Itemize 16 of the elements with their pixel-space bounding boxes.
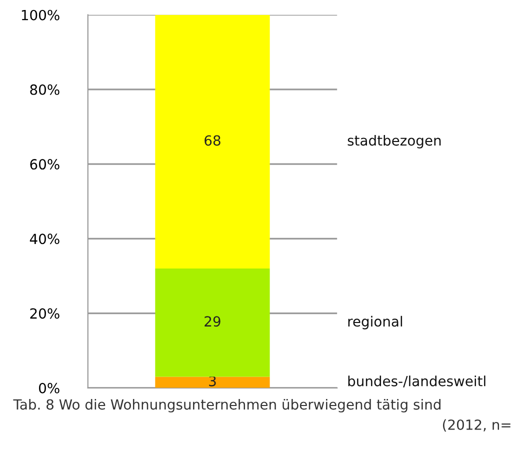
y-tick-label: 60% (30, 159, 60, 170)
data-label: 29 (204, 316, 220, 327)
y-tick-label: 40% (30, 234, 60, 244)
text: bundes-/landesweitl (348, 376, 486, 388)
text: regional (348, 316, 402, 330)
y-tick-label: 20% (30, 308, 60, 319)
text: (2012, n= (442, 419, 510, 432)
bar (155, 14, 270, 269)
bar (155, 376, 270, 388)
data-label: 68 (204, 135, 220, 146)
y-tick-label: 80% (30, 84, 60, 95)
y-tick-label: 100% (22, 10, 60, 20)
y-tick-label: 0% (38, 382, 60, 394)
bar (155, 268, 270, 377)
caption: Tab. 8 Wo die Wohnungsunternehmen überwiegend tätig sind (13, 398, 440, 412)
text: stadtbezogen (348, 134, 441, 148)
